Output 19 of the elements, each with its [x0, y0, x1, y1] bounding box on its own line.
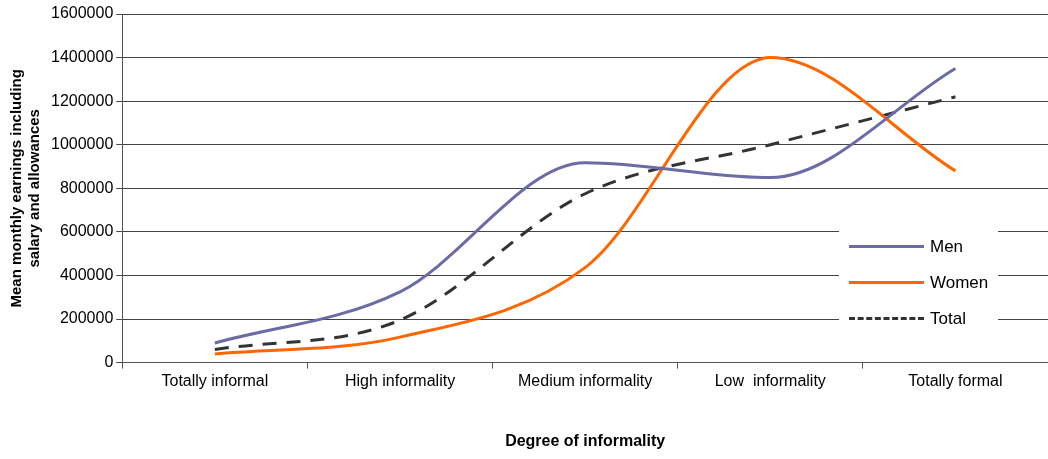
x-tick-label: Totally formal [908, 371, 1003, 389]
y-tick-label: 600000 [59, 222, 114, 240]
x-tick-label: Totally informal [161, 371, 269, 389]
x-tick-label: Low informality [714, 371, 826, 389]
legend-label: Women [930, 272, 989, 293]
y-tick-label: 800000 [59, 178, 114, 196]
legend-label: Total [930, 308, 966, 329]
x-axis-title: Degree of informality [505, 431, 666, 449]
x-tick-label: High informality [344, 371, 456, 389]
y-tick-label: 1400000 [50, 47, 114, 65]
y-tick-label: 1600000 [50, 4, 114, 22]
y-tick-label: 200000 [59, 309, 114, 327]
legend-label: Men [930, 236, 964, 257]
y-tick-label: 1000000 [50, 135, 114, 153]
y-tick-label: 400000 [59, 265, 114, 283]
y-tick-label: 0 [104, 353, 114, 371]
y-axis-title: Mean monthly earnings including salary and allowances [7, 69, 43, 308]
x-tick-label: Medium informality [518, 371, 653, 389]
y-tick-label: 1200000 [50, 91, 114, 109]
